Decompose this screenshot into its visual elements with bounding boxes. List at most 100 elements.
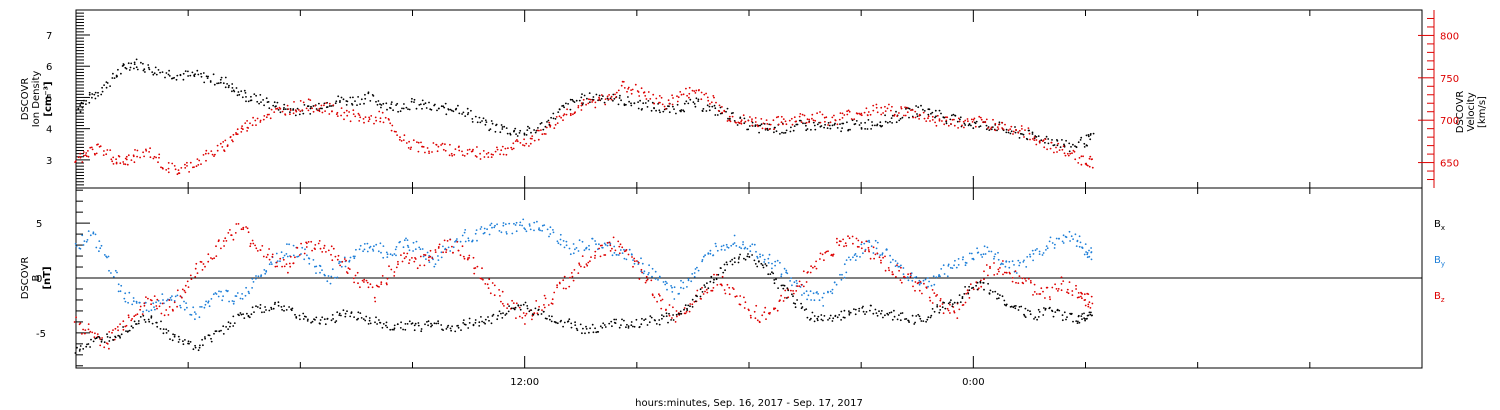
velocity-tick-label: 750 [1440, 74, 1459, 85]
by-point [803, 292, 805, 295]
bz-point [150, 303, 153, 306]
bx-point [344, 312, 347, 315]
velocity-point [216, 149, 219, 152]
velocity-point [1017, 131, 1020, 134]
bx-point [315, 316, 318, 319]
velocity-point [814, 119, 817, 122]
by-point [1090, 258, 1093, 261]
bx-point [362, 318, 365, 320]
bx-point [713, 278, 715, 281]
density-point [245, 100, 247, 103]
density-point [228, 84, 230, 87]
velocity-point [541, 133, 544, 136]
density-point [1068, 142, 1071, 145]
bz-point [650, 279, 653, 282]
by-point [595, 243, 597, 246]
velocity-point [352, 109, 355, 112]
density-point [714, 114, 717, 116]
velocity-point [252, 116, 255, 119]
by-point [496, 223, 498, 226]
velocity-point [263, 115, 266, 117]
density-point [220, 76, 223, 79]
bx-point [791, 293, 793, 296]
density-point [200, 75, 203, 78]
density-point [705, 110, 708, 112]
bx-point [256, 306, 259, 308]
bx-point [931, 308, 934, 310]
velocity-point [511, 148, 513, 151]
velocity-point [721, 106, 723, 108]
velocity-point [703, 93, 706, 96]
bz-point [481, 267, 483, 270]
velocity-point [1077, 162, 1080, 164]
bx-point [1027, 309, 1029, 312]
bz-point [1068, 281, 1071, 283]
by-point [949, 266, 952, 269]
by-point [464, 229, 467, 231]
velocity-point [349, 120, 352, 123]
bx-point [89, 346, 91, 348]
by-point [751, 243, 754, 246]
velocity-point [165, 169, 168, 171]
bx-point [650, 316, 653, 319]
density-point [184, 70, 187, 72]
by-point [471, 240, 474, 243]
bx-point [420, 330, 423, 333]
bx-point [876, 314, 879, 317]
density-point [760, 123, 763, 126]
density-point [168, 75, 171, 77]
bx-point [125, 330, 127, 332]
density-point [659, 111, 661, 114]
bz-point [571, 275, 574, 278]
velocity-point [677, 96, 680, 99]
by-point [488, 233, 491, 236]
bz-point [1081, 293, 1083, 295]
bx-point [603, 324, 606, 326]
bx-point [182, 340, 184, 343]
bz-point [909, 272, 912, 275]
density-point [116, 75, 118, 78]
bx-point [746, 255, 749, 258]
bx-point [378, 319, 380, 321]
bz-point [609, 244, 612, 247]
by-point [898, 265, 901, 268]
by-point [881, 252, 884, 255]
by-point [854, 259, 857, 261]
by-point [1088, 249, 1090, 252]
velocity-point [750, 120, 753, 123]
bx-point [786, 287, 789, 289]
density-point [644, 102, 647, 104]
bz-point [181, 288, 184, 291]
by-point [106, 256, 108, 259]
velocity-point [417, 141, 420, 144]
bx-point [1087, 314, 1090, 317]
bz-point [531, 318, 533, 321]
bz-point [625, 249, 628, 251]
velocity-point [133, 161, 136, 164]
density-point [339, 100, 341, 102]
by-point [1058, 237, 1060, 240]
by-point [252, 281, 255, 283]
bz-point [163, 314, 166, 317]
bz-point [353, 281, 355, 284]
velocity-point [957, 117, 960, 120]
bx-point [263, 311, 266, 313]
density-point [231, 83, 234, 85]
bx-point [723, 263, 726, 266]
velocity-point [1004, 123, 1006, 126]
bz-point [774, 307, 777, 310]
by-point [227, 290, 229, 292]
by-point [373, 245, 375, 248]
by-point [789, 280, 791, 282]
by-point [648, 264, 650, 267]
bz-point [184, 284, 187, 287]
bx-point [703, 284, 706, 286]
by-point [312, 259, 315, 261]
density-point [598, 94, 601, 97]
velocity-point [691, 89, 694, 92]
bx-point [238, 314, 240, 317]
bx-point [758, 260, 760, 263]
velocity-point [667, 99, 670, 102]
bx-point [376, 323, 378, 325]
bz-point [914, 289, 916, 292]
